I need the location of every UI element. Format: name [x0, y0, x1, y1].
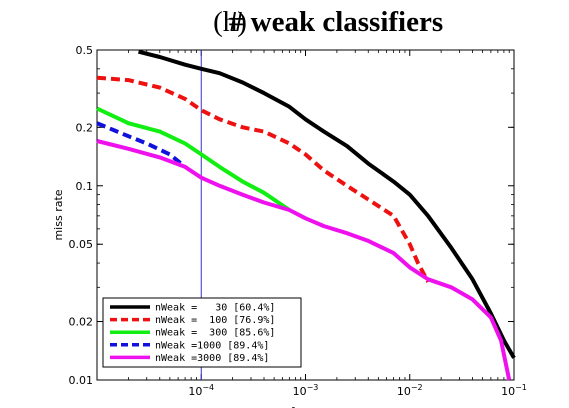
plot-area: 10−4 10−3 10−2 10−1 0.5 0.2 0.1 0.05 0.02 0.01 nWe… [69, 44, 527, 398]
series-line-1 [138, 49, 516, 359]
x-tick-label: 10−4 [188, 383, 214, 398]
y-tick-label: 0.01 [69, 374, 94, 387]
series-line-3 [96, 106, 291, 212]
series-line-4 [96, 121, 187, 169]
series-line-5 [96, 139, 512, 381]
y-tick-label: 0.05 [69, 238, 94, 251]
series-line-2 [96, 75, 430, 283]
y-tick-label: 0.02 [69, 316, 94, 329]
panel-label: (h) [213, 6, 247, 38]
x-tick-label: 10−1 [501, 383, 527, 398]
y-axis-label: miss rate [52, 189, 65, 240]
y-tick-label: 0.5 [76, 44, 94, 57]
x-axis-label: fppw [291, 405, 318, 408]
y-tick-label: 0.1 [76, 180, 94, 193]
legend-entry-1: nWeak = 30 [60.4%] [155, 303, 275, 314]
chart-title: # weak classifiers [229, 6, 443, 38]
x-tick-label: 10−3 [293, 383, 319, 398]
legend-entry-2: nWeak = 100 [76.9%] [155, 315, 275, 326]
legend-entry-4: nWeak =1000 [89.4%] [155, 340, 269, 351]
y-tick-label: 0.2 [76, 121, 94, 134]
legend-entry-5: nWeak =3000 [89.4%] [155, 353, 269, 364]
legend-entry-3: nWeak = 300 [85.6%] [155, 328, 275, 339]
x-tick-label: 10−2 [397, 383, 423, 398]
